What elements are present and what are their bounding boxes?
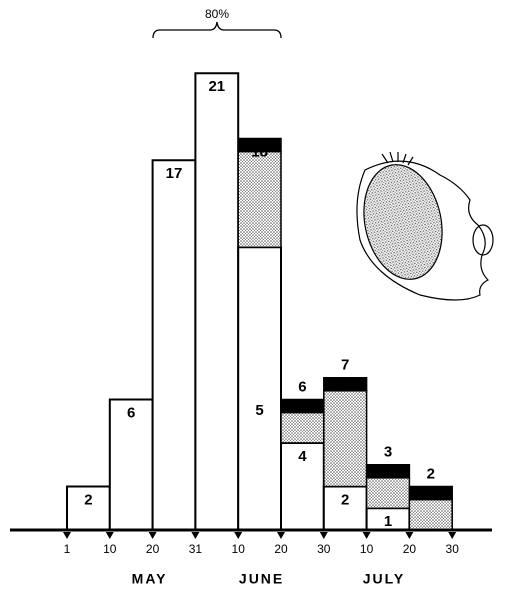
x-tick-label: 10 bbox=[232, 542, 246, 556]
bar-segment bbox=[324, 391, 367, 487]
bar-segment bbox=[409, 500, 452, 530]
fly-head bbox=[354, 152, 493, 300]
x-tick-label: 10 bbox=[103, 542, 117, 556]
x-tick-label: 1 bbox=[64, 542, 71, 556]
x-tick-label: 20 bbox=[274, 542, 288, 556]
x-tick-label: 10 bbox=[360, 542, 374, 556]
tick-mark bbox=[63, 532, 71, 539]
bar-segment bbox=[153, 160, 196, 530]
tick-mark bbox=[234, 532, 242, 539]
x-tick-label: 30 bbox=[317, 542, 331, 556]
total-label: 3 bbox=[384, 444, 392, 461]
tick-mark bbox=[191, 532, 199, 539]
month-label: JULY bbox=[363, 571, 406, 587]
tick-mark bbox=[106, 532, 114, 539]
bar-segment bbox=[409, 487, 452, 500]
value-label: 6 bbox=[127, 404, 135, 421]
total-label: 18 bbox=[251, 143, 268, 160]
tick-mark bbox=[149, 532, 157, 539]
value-label: 2 bbox=[341, 491, 349, 508]
tick-mark bbox=[277, 532, 285, 539]
bar-segment bbox=[367, 465, 410, 478]
subtotal-label: 5 bbox=[255, 402, 263, 419]
value-label: 2 bbox=[84, 491, 92, 508]
bar-segment bbox=[238, 152, 281, 248]
tick-mark bbox=[405, 532, 413, 539]
bracket bbox=[153, 22, 281, 38]
bar-segment bbox=[281, 413, 324, 443]
tick-mark bbox=[363, 532, 371, 539]
bar-segment bbox=[324, 378, 367, 391]
total-label: 7 bbox=[341, 357, 349, 374]
x-tick-label: 30 bbox=[446, 542, 460, 556]
tick-mark bbox=[320, 532, 328, 539]
value-label: 17 bbox=[166, 165, 183, 182]
month-label: MAY bbox=[132, 571, 168, 587]
x-tick-label: 20 bbox=[146, 542, 160, 556]
x-tick-label: 20 bbox=[403, 542, 417, 556]
x-tick-label: 31 bbox=[189, 542, 203, 556]
month-label: JUNE bbox=[239, 571, 284, 587]
tick-mark bbox=[448, 532, 456, 539]
value-label: 4 bbox=[298, 448, 307, 465]
total-label: 6 bbox=[298, 378, 306, 395]
bar-segment bbox=[367, 478, 410, 508]
annotation: 80% bbox=[205, 7, 229, 21]
bar-segment bbox=[195, 73, 238, 530]
total-label: 2 bbox=[427, 465, 435, 482]
value-label: 1 bbox=[384, 513, 392, 530]
value-label: 21 bbox=[208, 78, 225, 95]
bar-segment bbox=[238, 247, 281, 530]
chart: 80% 26172118546271321102031102030102030M… bbox=[0, 0, 513, 589]
bar-segment bbox=[281, 400, 324, 413]
